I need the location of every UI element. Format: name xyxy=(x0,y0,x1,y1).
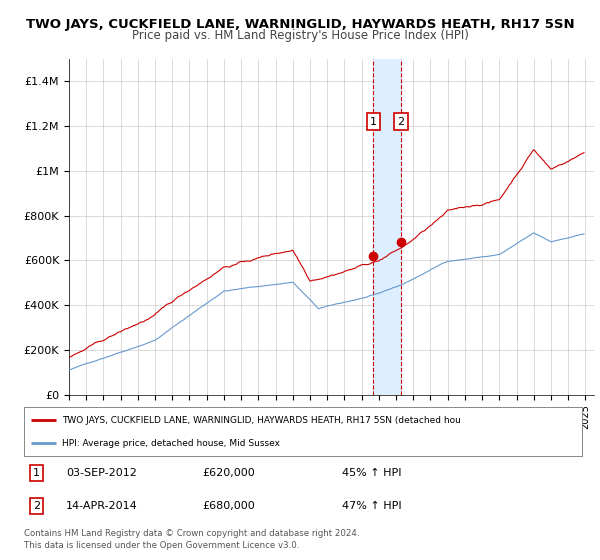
Text: Contains HM Land Registry data © Crown copyright and database right 2024.: Contains HM Land Registry data © Crown c… xyxy=(24,529,359,538)
Text: £620,000: £620,000 xyxy=(203,468,256,478)
Text: This data is licensed under the Open Government Licence v3.0.: This data is licensed under the Open Gov… xyxy=(24,541,299,550)
Bar xyxy=(373,59,401,395)
Text: 47% ↑ HPI: 47% ↑ HPI xyxy=(342,501,401,511)
Text: 1: 1 xyxy=(370,116,377,127)
Text: TWO JAYS, CUCKFIELD LANE, WARNINGLID, HAYWARDS HEATH, RH17 5SN: TWO JAYS, CUCKFIELD LANE, WARNINGLID, HA… xyxy=(26,18,574,31)
Text: 14-APR-2014: 14-APR-2014 xyxy=(66,501,137,511)
Text: TWO JAYS, CUCKFIELD LANE, WARNINGLID, HAYWARDS HEATH, RH17 5SN (detached hou: TWO JAYS, CUCKFIELD LANE, WARNINGLID, HA… xyxy=(62,416,461,425)
Text: 45% ↑ HPI: 45% ↑ HPI xyxy=(342,468,401,478)
Text: HPI: Average price, detached house, Mid Sussex: HPI: Average price, detached house, Mid … xyxy=(62,438,280,447)
Text: 2: 2 xyxy=(33,501,40,511)
Text: 2: 2 xyxy=(397,116,404,127)
Text: £680,000: £680,000 xyxy=(203,501,256,511)
Text: 03-SEP-2012: 03-SEP-2012 xyxy=(66,468,137,478)
Text: Price paid vs. HM Land Registry's House Price Index (HPI): Price paid vs. HM Land Registry's House … xyxy=(131,29,469,42)
Text: 1: 1 xyxy=(33,468,40,478)
